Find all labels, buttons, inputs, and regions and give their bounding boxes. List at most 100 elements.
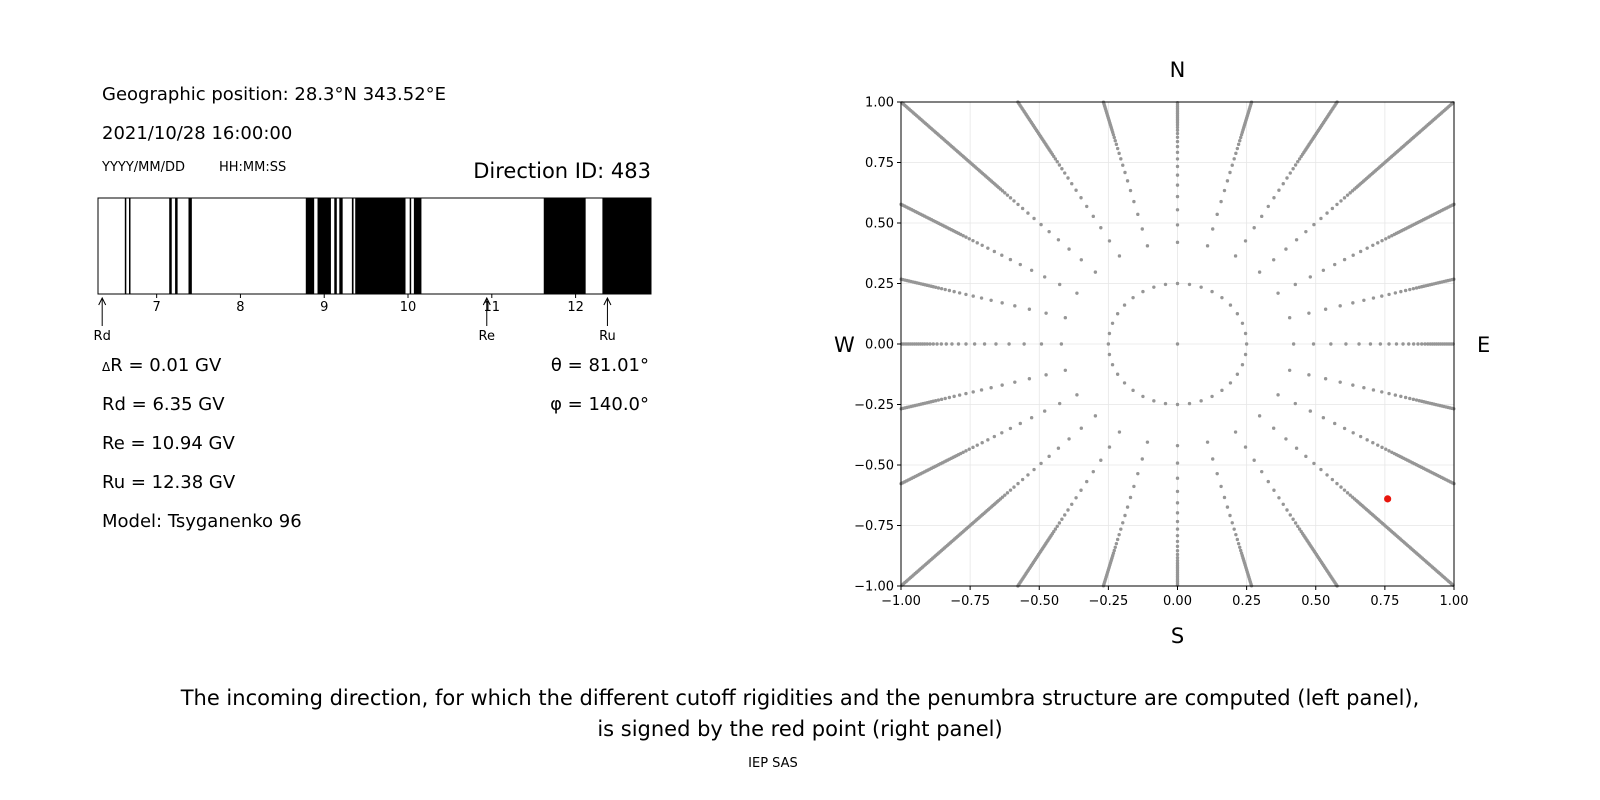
direction-point-spoke-0-9 — [1401, 342, 1405, 346]
direction-point-spoke-16-8 — [1066, 508, 1070, 512]
direction-point-spoke-10-12 — [967, 237, 971, 241]
direction-point-spoke-9-4 — [1047, 229, 1051, 234]
direction-point-ring-24 — [1141, 394, 1145, 399]
direction-point-spoke-16-4 — [1085, 479, 1089, 484]
direction-point-spoke-16-2 — [1099, 458, 1103, 462]
forbidden-band-0 — [124, 198, 127, 294]
direction-point-spoke-22-9 — [1371, 440, 1375, 445]
forbidden-band-14 — [602, 198, 651, 294]
direction-point-spoke-17-3 — [1132, 484, 1136, 489]
direction-point-spoke-9-1 — [1079, 258, 1084, 262]
direction-point-spoke-21-3 — [1294, 446, 1299, 450]
y-tick-label-6: 0.50 — [865, 217, 894, 232]
compass-west: W — [834, 333, 855, 357]
direction-point-spoke-17-7 — [1121, 521, 1125, 525]
direction-scatter-chart: −1.00 −0.75 −0.50 −0.25 0.00 0.25 0.50 0.75 1.00… — [834, 58, 1490, 648]
direction-point-spoke-21-12 — [1345, 491, 1350, 495]
theta-line: θ = 81.01° — [550, 355, 649, 376]
direction-point-spoke-0-15 — [1426, 342, 1430, 346]
direction-point-ring-14 — [1122, 303, 1127, 307]
model-line: Model: Tsyganenko 96 — [102, 511, 302, 532]
strip-tick-label-2: 9 — [320, 300, 328, 315]
direction-point-spoke-20-3 — [1260, 469, 1264, 474]
direction-point-spoke-6-8 — [1175, 150, 1180, 155]
direction-point-spoke-21-8 — [1330, 477, 1335, 482]
direction-point-spoke-11-2 — [1027, 307, 1032, 311]
direction-point-spoke-2-10 — [1376, 241, 1380, 245]
ru-marker-label: Ru — [599, 329, 616, 344]
direction-point-spoke-7-1 — [1140, 227, 1144, 231]
direction-point-spoke-9-5 — [1039, 222, 1043, 227]
direction-point-spoke-9-11 — [1008, 196, 1013, 200]
y-tick-label-8: 1.00 — [865, 96, 894, 111]
direction-point-spoke-15-11 — [1008, 488, 1013, 492]
direction-point-spoke-21-10 — [1339, 485, 1343, 489]
direction-point-spoke-0-5 — [1368, 342, 1373, 346]
direction-point-spoke-1-2 — [1323, 307, 1328, 311]
direction-point-spoke-18-11 — [1175, 549, 1180, 553]
x-tick-label-7: 0.75 — [1370, 594, 1399, 609]
direction-point-spoke-23-10 — [1399, 394, 1403, 399]
direction-point-ring-10 — [1163, 282, 1168, 287]
direction-point-ring-21 — [1115, 372, 1120, 376]
direction-point-spoke-0-8 — [1394, 342, 1399, 346]
direction-point-spoke-18-2 — [1175, 476, 1180, 480]
direction-point-spoke-4-3 — [1260, 214, 1264, 219]
direction-point-spoke-16-11 — [1057, 521, 1062, 525]
direction-point-spoke-19-10 — [1235, 537, 1240, 542]
direction-point-spoke-17-11 — [1114, 541, 1119, 546]
direction-point-spoke-12-7 — [964, 342, 968, 346]
direction-point-spoke-6-12 — [1175, 131, 1180, 136]
direction-point-spoke-23-2 — [1323, 377, 1328, 381]
direction-point-spoke-12-5 — [982, 342, 987, 346]
direction-point-spoke-1-10 — [1399, 289, 1403, 294]
direction-point-spoke-7-13 — [1112, 135, 1116, 140]
direction-point-spoke-23-4 — [1351, 383, 1355, 387]
date-format-label: YYYY/MM/DD — [102, 160, 185, 175]
direction-point-spoke-1-4 — [1351, 301, 1355, 305]
direction-point-spoke-11-14 — [936, 286, 941, 290]
direction-point-spoke-6-3 — [1175, 194, 1180, 199]
direction-point-spoke-0-6 — [1378, 342, 1383, 346]
direction-point-spoke-17-1 — [1140, 457, 1144, 461]
direction-point-spoke-12-10 — [944, 342, 948, 346]
direction-point-spoke-3-4 — [1304, 229, 1308, 234]
direction-point-spoke-15-10 — [1012, 485, 1016, 489]
direction-point-spoke-2-13 — [1387, 235, 1391, 239]
direction-point-spoke-3-8 — [1330, 206, 1335, 211]
direction-point-spoke-22-6 — [1351, 431, 1355, 435]
direction-point-spoke-22-1 — [1293, 401, 1298, 406]
direction-point-spoke-14-9 — [980, 440, 984, 445]
direction-point-spoke-18-6 — [1175, 519, 1180, 524]
direction-point-spoke-17-9 — [1117, 532, 1121, 537]
direction-point-spoke-19-1 — [1211, 457, 1215, 461]
direction-point-ring-11 — [1152, 285, 1156, 289]
direction-point-spoke-2-4 — [1333, 262, 1337, 267]
direction-point-spoke-13-7 — [971, 390, 975, 394]
direction-point-spoke-6-1 — [1175, 223, 1180, 227]
direction-point-spoke-1-7 — [1380, 294, 1384, 298]
direction-point-spoke-18-1 — [1175, 461, 1180, 465]
direction-point-spoke-23-7 — [1380, 390, 1384, 394]
direction-point-spoke-20-1 — [1243, 445, 1248, 449]
delta-symbol: Δ — [102, 360, 111, 374]
direction-point-spoke-11-5 — [989, 298, 993, 302]
y-tick-label-5: 0.25 — [865, 277, 894, 292]
direction-point-spoke-1-5 — [1362, 298, 1366, 302]
ru-marker-arrowhead — [603, 296, 612, 306]
direction-point-ring-20 — [1110, 362, 1115, 367]
y-tick-label-0: −1.00 — [854, 580, 894, 595]
direction-point-spoke-7-12 — [1113, 139, 1117, 143]
direction-point-spoke-19-5 — [1225, 505, 1230, 509]
direction-point-ring-5 — [1220, 295, 1224, 300]
x-tick-label-8: 1.00 — [1440, 594, 1469, 609]
direction-point-ring-1 — [1243, 331, 1248, 336]
y-tick-label-3: −0.25 — [854, 398, 894, 413]
direction-point-spoke-4-9 — [1288, 171, 1292, 175]
direction-point-spoke-15-8 — [1020, 477, 1025, 482]
direction-point-spoke-13-0 — [1063, 368, 1068, 373]
direction-point-spoke-13-11 — [947, 395, 952, 400]
direction-point-spoke-5-12 — [1238, 139, 1242, 143]
direction-point-spoke-12-2 — [1022, 342, 1026, 346]
direction-point-spoke-7-0 — [1145, 244, 1150, 248]
